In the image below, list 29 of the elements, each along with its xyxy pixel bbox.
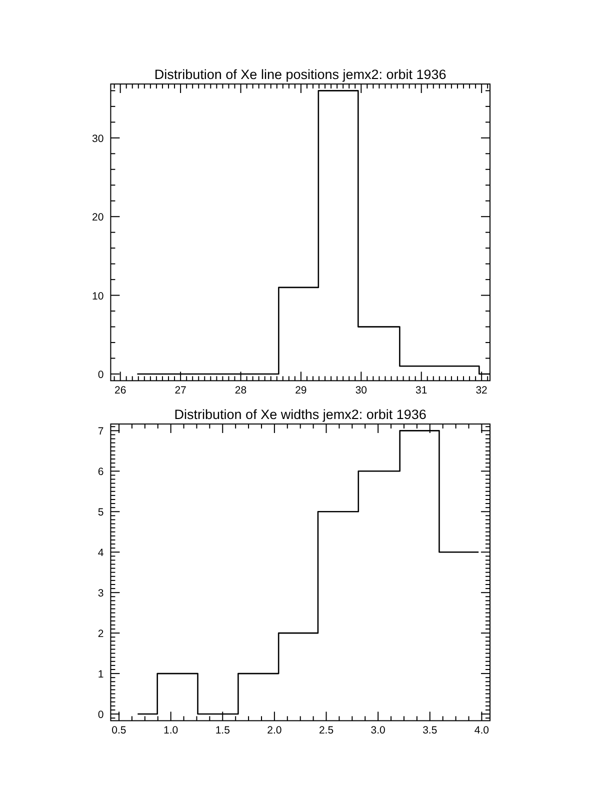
y-tick-label: 0 (98, 709, 104, 722)
x-tick-label: 1.5 (215, 724, 230, 737)
x-tick-label: 0.5 (112, 724, 126, 737)
x-tick-label: 2.5 (318, 724, 334, 737)
y-tick-label: 0 (98, 369, 104, 382)
y-tick-label: 4 (98, 547, 104, 560)
x-tick-label: 32 (476, 384, 488, 397)
chart-title: Distribution of Xe widths jemx2: orbit 1936 (174, 407, 426, 422)
x-tick-label: 26 (114, 384, 126, 397)
y-tick-label: 20 (92, 212, 104, 224)
x-tick-label: 29 (295, 384, 307, 397)
x-tick-label: 27 (174, 384, 187, 397)
x-tick-label: 28 (234, 384, 247, 397)
y-tick-label: 2 (98, 628, 104, 640)
x-tick-label: 4.0 (474, 724, 490, 737)
y-tick-label: 6 (98, 466, 104, 478)
chart-title: Distribution of Xe line positions jemx2: orbit 1936 (154, 67, 446, 82)
x-tick-label: 1.0 (164, 724, 178, 737)
x-tick-label: 31 (416, 384, 428, 397)
y-tick-label: 5 (98, 506, 104, 519)
y-tick-label: 30 (92, 132, 104, 145)
x-tick-label: 2.0 (267, 724, 282, 737)
x-tick-label: 3.0 (370, 724, 386, 737)
x-tick-label: 3.5 (422, 724, 438, 737)
x-tick-label: 30 (355, 384, 368, 397)
y-tick-label: 10 (92, 290, 104, 302)
y-tick-label: 3 (98, 588, 104, 600)
y-tick-label: 7 (98, 426, 104, 438)
y-tick-label: 1 (98, 668, 104, 681)
